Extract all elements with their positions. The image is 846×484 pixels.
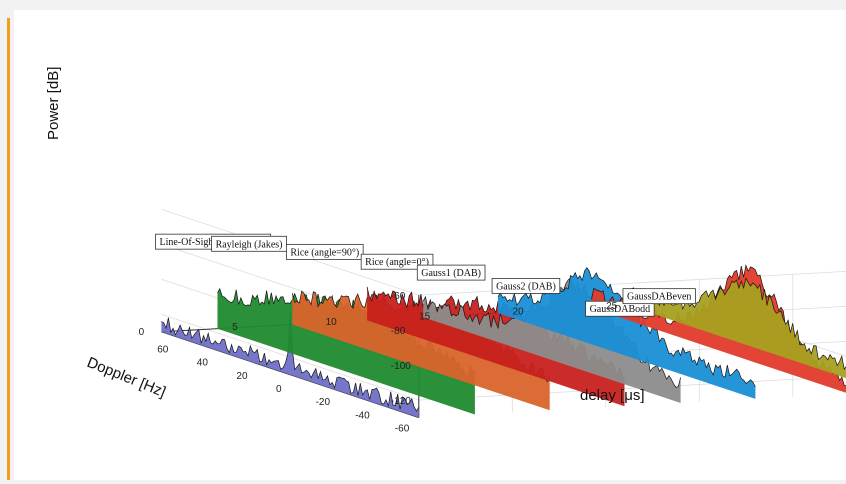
z-tick-label-1: -80 [391,326,406,337]
series-label-5: Gauss2 (DAB) [496,281,556,292]
series-label-box-5 [491,278,561,294]
series-label-box-4 [416,264,486,281]
series-label-box-6 [585,300,655,317]
plot-background [14,10,846,480]
series-label-box-2 [285,243,364,260]
z-axis-label: Power [dB] [45,67,62,140]
series-area-1 [217,288,475,415]
series-area-2 [292,291,550,411]
series-label-1: Rayleigh (Jakes) [216,239,283,250]
series-line-7 [628,277,846,370]
x-tick-label-1: 5 [232,322,238,333]
x-tick-label-2: 10 [326,317,338,328]
z-tick-label-0: -60 [391,291,406,302]
z-tick-label-2: -100 [391,361,411,372]
x-tick-label-5: 25 [606,301,618,312]
series-label-4: Gauss1 (DAB) [421,268,481,279]
x-tick-label-0: 0 [139,327,145,338]
series-label-2: Rice (angle=90°) [290,247,359,258]
y-tick-label-4: 20 [236,371,248,382]
y-tick-label-2: -20 [316,397,331,408]
series-label-box-1 [211,235,287,252]
z-tick-label-3: -120 [391,396,411,407]
series-area-7 [628,278,846,379]
series-label-3: Rice (angle=0°) [365,257,429,268]
series-label-7: GaussDABeven [627,292,691,303]
series-area-0 [161,312,419,418]
series-label-box-7 [622,288,696,305]
x-tick-label-4: 20 [513,306,525,317]
x-tick-label-3: 15 [419,312,431,323]
y-tick-label-0: -60 [395,424,410,435]
y-tick-label-5: 40 [197,358,209,369]
series-area-5 [498,267,756,399]
x-axis-label: delay [μs] [580,387,645,404]
y-tick-label-1: -40 [355,410,370,421]
series-label-6: GaussDABodd [590,304,651,315]
y-tick-label-6: 60 [157,344,169,355]
accent-bar [7,18,10,480]
series-label-box-3 [360,253,434,270]
y-tick-label-3: 0 [276,384,282,395]
series-area-4 [423,278,681,403]
